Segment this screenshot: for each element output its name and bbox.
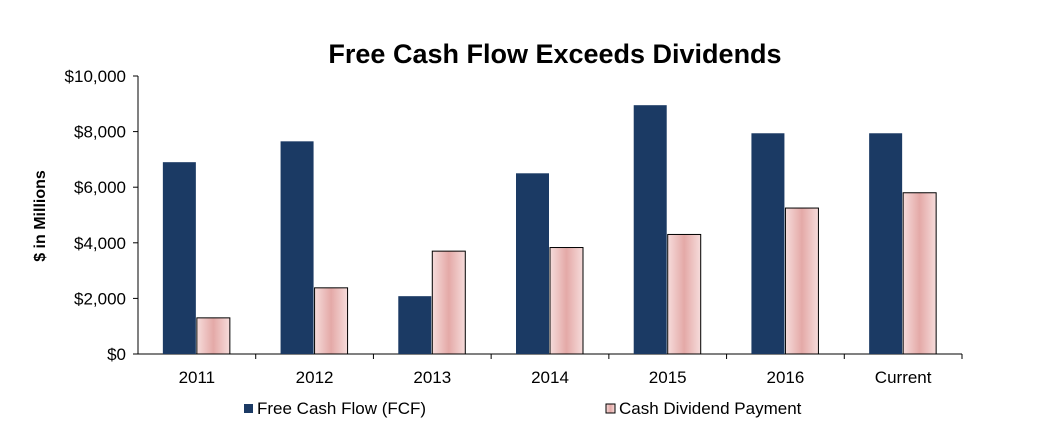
y-tick-label: $2,000 [74, 289, 126, 308]
bar-fcf-2011 [162, 162, 196, 354]
legend-swatch-dividend [605, 403, 616, 414]
y-tick-label: $4,000 [74, 234, 126, 253]
legend-swatch-fcf [244, 404, 253, 413]
bar-dividend-2013 [431, 250, 466, 355]
y-tick-label: $8,000 [74, 123, 126, 142]
y-tick-label: $0 [107, 345, 126, 364]
x-tick-label: Current [875, 368, 932, 387]
legend: Free Cash Flow (FCF) Cash Dividend Paymen… [244, 399, 802, 418]
x-tick-label: 2013 [413, 368, 451, 387]
chart-title: Free Cash Flow Exceeds Dividends [328, 39, 781, 69]
bar-fcf-2016 [751, 133, 785, 354]
x-tick-label: 2016 [767, 368, 805, 387]
legend-label-fcf: Free Cash Flow (FCF) [257, 399, 426, 418]
bar-dividend-2015 [667, 233, 702, 355]
x-tick-label: 2011 [179, 368, 216, 387]
bar-fcf-2013 [398, 296, 432, 354]
bar-fcf-2014 [516, 173, 549, 354]
legend-label-dividend: Cash Dividend Payment [619, 399, 802, 418]
bar-fcf-current [869, 133, 903, 354]
y-tick-label: $10,000 [65, 67, 126, 86]
bar-fcf-2012 [280, 141, 314, 354]
x-tick-label: 2012 [296, 368, 334, 387]
x-tick-label: 2015 [649, 368, 687, 387]
y-axis-label: $ in Millions [32, 170, 49, 262]
bar-dividend-current [902, 192, 937, 355]
bar-dividend-2012 [314, 287, 349, 355]
bar-dividend-2014 [549, 247, 584, 355]
plot-area: $0 $2,000 $4,000 $6,000 $8,000 $10,000 2011 201… [65, 67, 963, 387]
bar-dividend-2011 [196, 317, 231, 355]
y-tick-label: $6,000 [74, 178, 126, 197]
x-tick-label: 2014 [531, 368, 569, 387]
bar-dividend-2016 [784, 207, 819, 355]
bar-fcf-2015 [633, 105, 667, 354]
